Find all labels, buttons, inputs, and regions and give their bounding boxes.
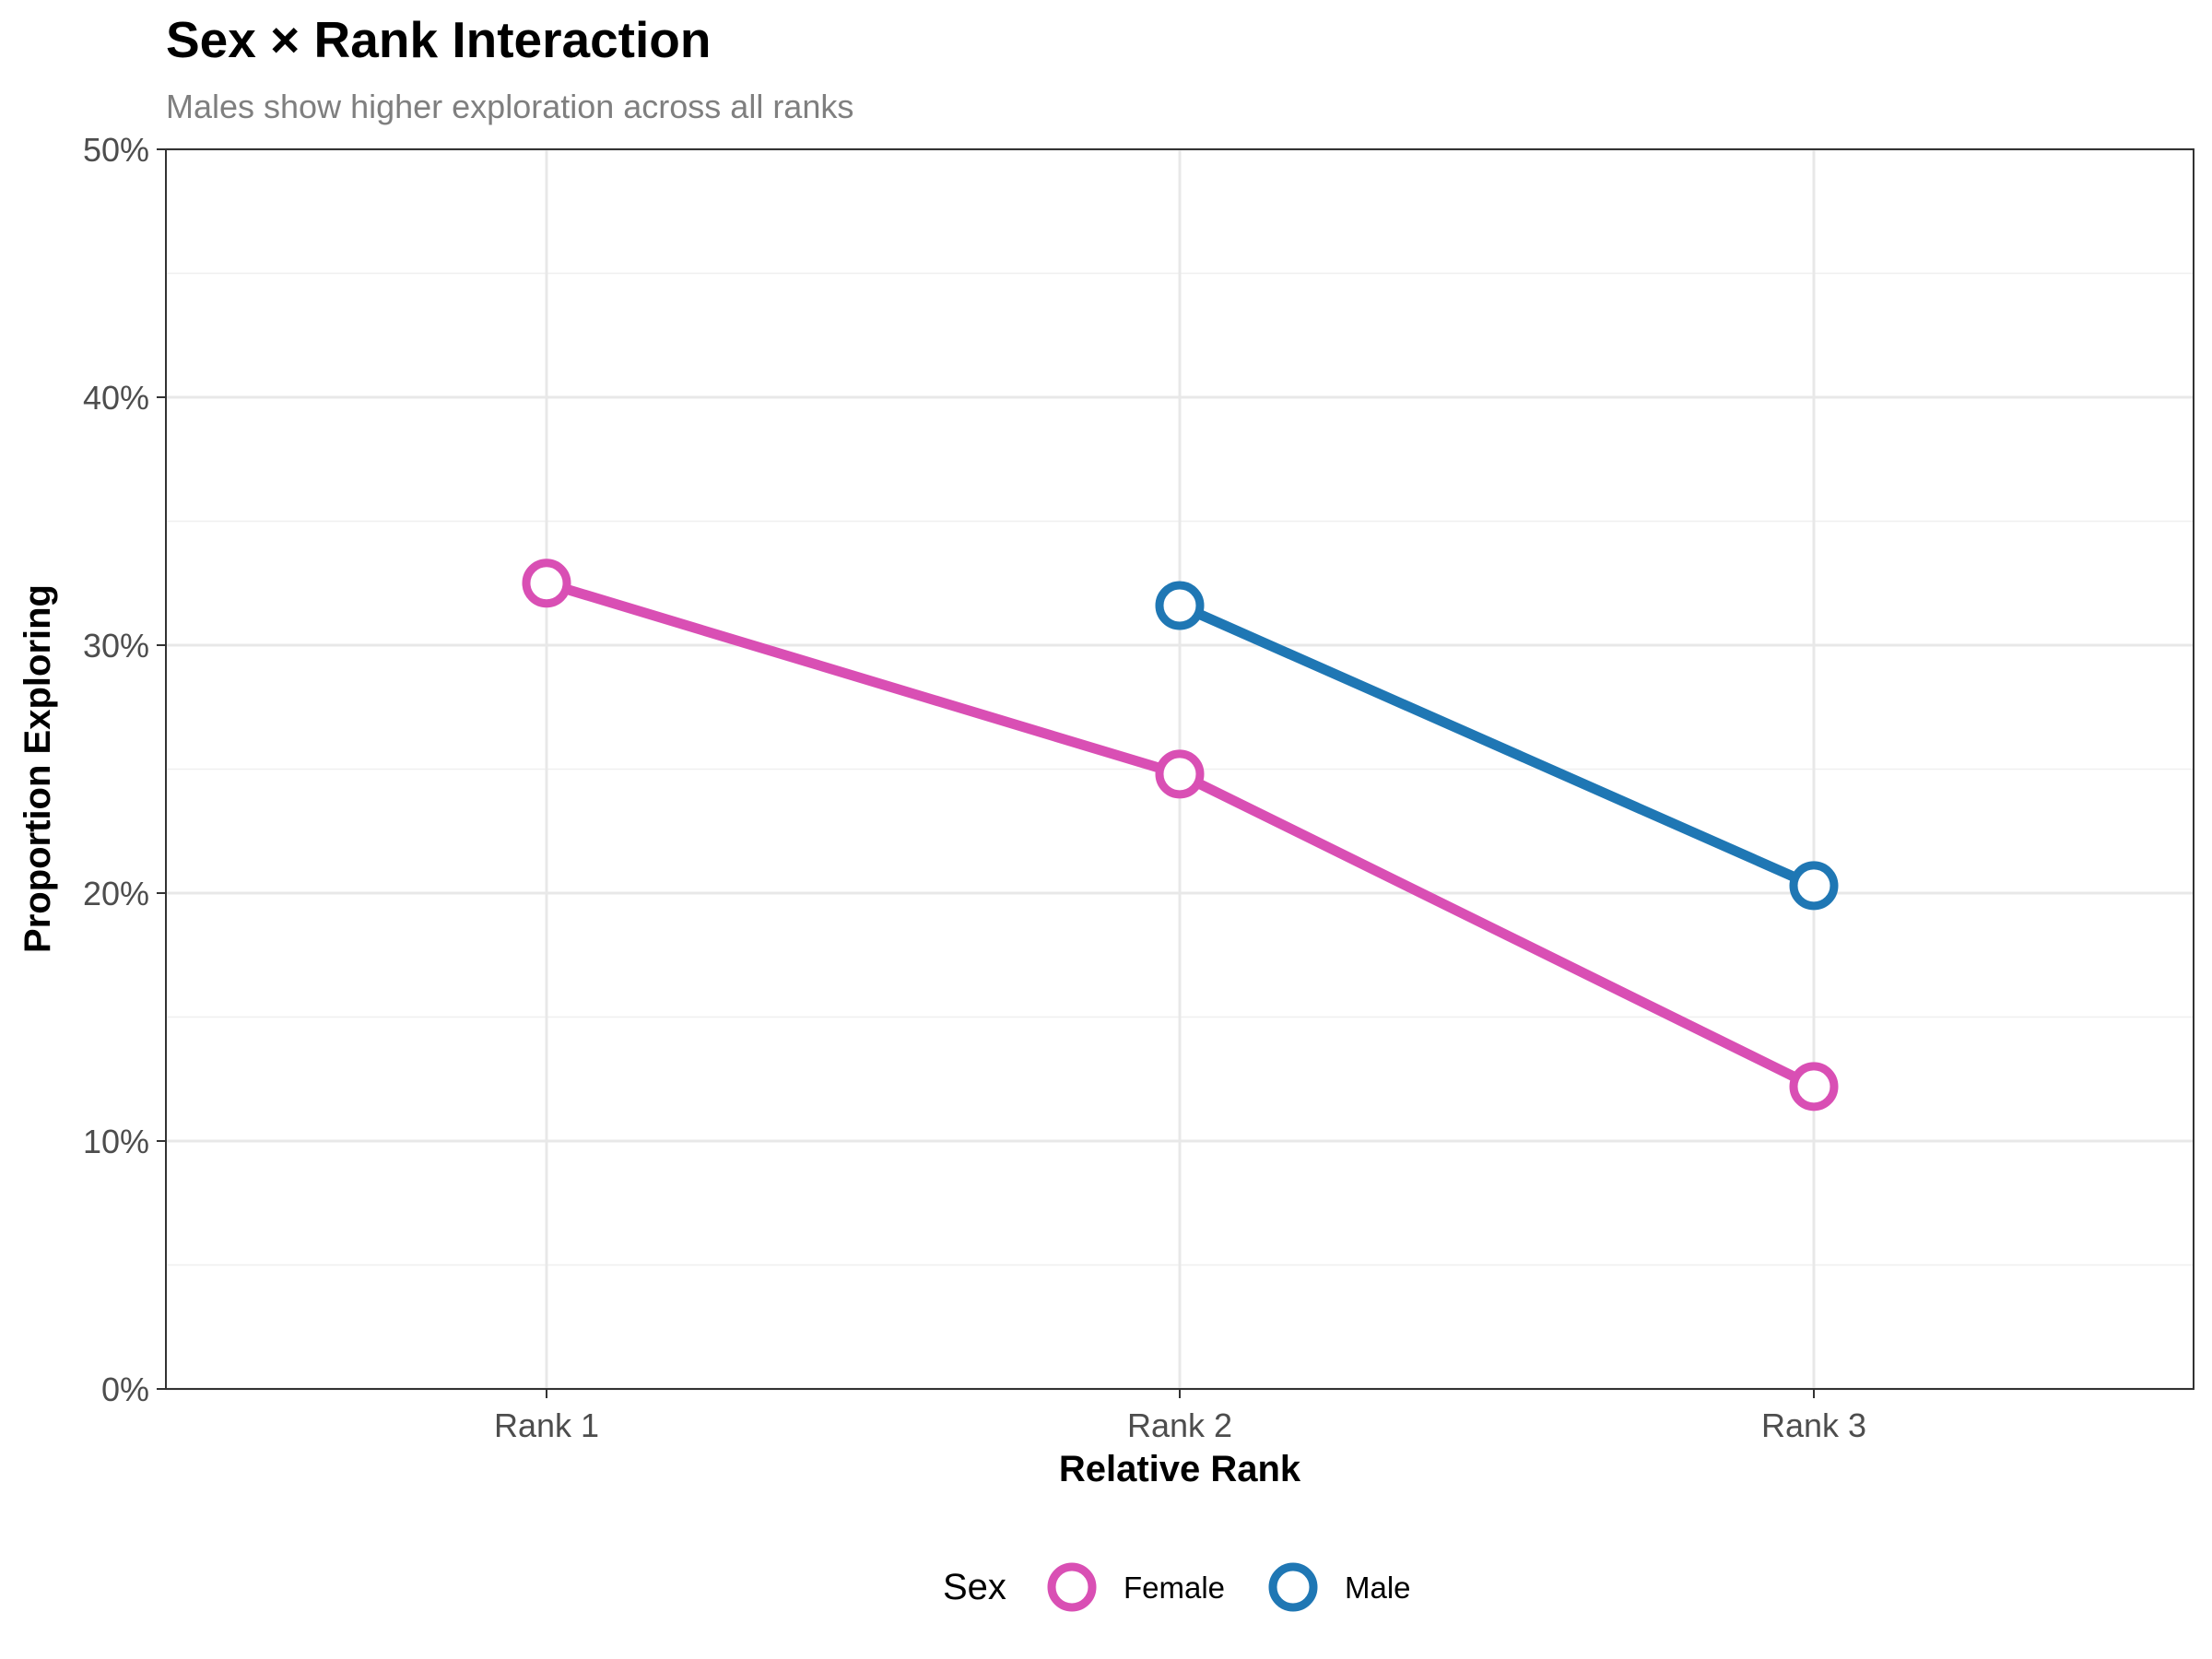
legend-label-female: Female bbox=[1124, 1571, 1225, 1605]
y-tick-label: 40% bbox=[83, 379, 149, 417]
y-tick-label: 50% bbox=[83, 131, 149, 169]
series-line-male bbox=[1174, 600, 1819, 891]
data-point-female bbox=[522, 559, 571, 608]
data-point-male bbox=[1155, 581, 1205, 630]
x-axis-title: Relative Rank bbox=[1059, 1449, 1301, 1489]
y-axis: 0% 10% 20% 30% 40% 50% bbox=[83, 131, 166, 1408]
x-tick-label: Rank 1 bbox=[494, 1406, 599, 1444]
legend-label-male: Male bbox=[1345, 1571, 1411, 1605]
legend-items: Female Male bbox=[1047, 1562, 1411, 1612]
x-axis: Rank 1 Rank 2 Rank 3 bbox=[494, 1389, 1866, 1444]
legend-item-female: Female bbox=[1047, 1562, 1225, 1612]
legend: Sex Female Male bbox=[943, 1562, 1411, 1612]
x-tick-label: Rank 3 bbox=[1761, 1406, 1866, 1444]
series-layer bbox=[522, 559, 1839, 1112]
y-tick-label: 20% bbox=[83, 875, 149, 912]
legend-item-male: Male bbox=[1268, 1562, 1411, 1612]
data-point-male bbox=[1789, 861, 1839, 911]
y-tick-label: 30% bbox=[83, 627, 149, 665]
y-tick-label: 10% bbox=[83, 1123, 149, 1160]
series-male bbox=[1155, 581, 1839, 911]
y-axis-title: Proportion Exploring bbox=[18, 584, 58, 953]
x-tick-label: Rank 2 bbox=[1127, 1406, 1232, 1444]
series-female bbox=[522, 559, 1839, 1112]
plot-panel bbox=[165, 147, 2194, 1391]
chart-subtitle: Males show higher exploration across all… bbox=[166, 88, 853, 125]
legend-key-male bbox=[1268, 1562, 1318, 1612]
data-point-female bbox=[1789, 1062, 1839, 1112]
y-tick-label: 0% bbox=[101, 1371, 149, 1408]
legend-key-female bbox=[1047, 1562, 1097, 1612]
legend-title: Sex bbox=[943, 1567, 1006, 1607]
data-point-female bbox=[1155, 749, 1205, 799]
chart-title: Sex × Rank Interaction bbox=[166, 11, 711, 68]
